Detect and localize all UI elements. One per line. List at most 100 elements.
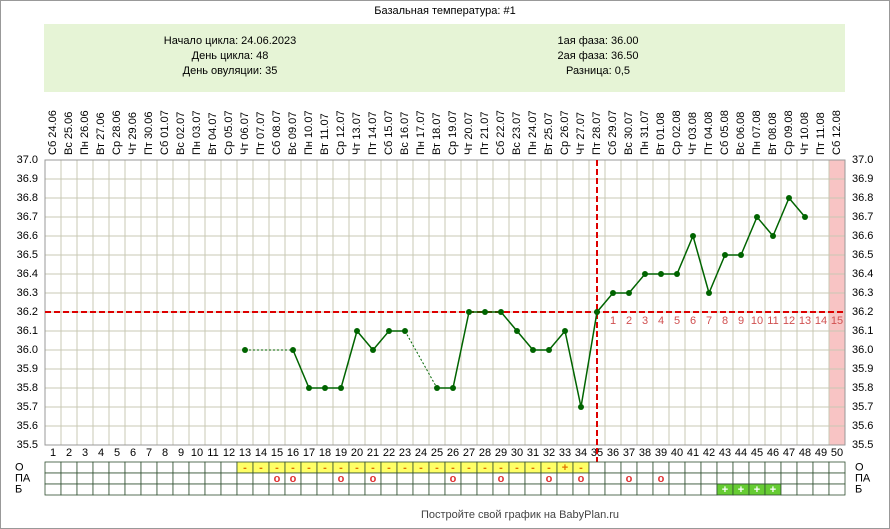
post-ovulation-day: 5: [674, 315, 680, 327]
marker-cell: [156, 461, 174, 474]
marker-cell: [316, 472, 334, 485]
marker-cell: [412, 483, 430, 496]
marker-cell: [828, 483, 846, 496]
marker-cell: [188, 472, 206, 485]
post-ovulation-day: 2: [626, 315, 632, 327]
temperature-point: [242, 347, 248, 353]
marker-cell: [652, 483, 670, 496]
marker-symbol: -: [515, 462, 519, 474]
y-tick-label: 36.1: [17, 325, 38, 337]
y-tick-label: 35.8: [852, 382, 873, 394]
temperature-point: [706, 290, 712, 296]
marker-symbol: o: [498, 473, 505, 485]
x-date-label: Вт 11.07: [319, 113, 331, 155]
marker-cell: [108, 472, 126, 485]
day-number: 34: [575, 447, 587, 459]
x-date-label: Пт 30.06: [143, 111, 155, 155]
marker-cell: [396, 483, 414, 496]
day-number: 21: [367, 447, 379, 459]
day-number: 6: [130, 447, 136, 459]
y-tick-label: 36.6: [852, 230, 873, 242]
marker-symbol: o: [626, 473, 633, 485]
temperature-point: [594, 309, 600, 315]
info-text: День овуляции: 35: [183, 65, 278, 77]
y-tick-label: 36.2: [852, 306, 873, 318]
marker-symbol: -: [371, 462, 375, 474]
x-date-label: Чт 10.08: [799, 112, 811, 155]
info-text: 2ая фаза: 36.50: [557, 50, 638, 62]
day-number: 12: [223, 447, 235, 459]
x-date-label: Вс 25.06: [63, 112, 75, 155]
marker-symbol: o: [290, 473, 297, 485]
day-number: 28: [479, 447, 491, 459]
marker-cell: [204, 483, 222, 496]
marker-cell: [332, 483, 350, 496]
marker-symbol: -: [435, 462, 439, 474]
y-tick-label: 35.6: [852, 420, 873, 432]
marker-symbol: o: [578, 473, 585, 485]
marker-cell: [92, 461, 110, 474]
day-number: 2: [66, 447, 72, 459]
temperature-point: [562, 328, 568, 334]
day-number: 24: [415, 447, 427, 459]
x-date-label: Ср 05.07: [223, 110, 235, 155]
marker-cell: [780, 483, 798, 496]
post-ovulation-day: 11: [767, 315, 778, 327]
day-number: 19: [335, 447, 347, 459]
day-number: 43: [719, 447, 731, 459]
marker-cell: [812, 461, 830, 474]
marker-cell: [204, 461, 222, 474]
y-tick-label: 35.5: [17, 439, 38, 451]
marker-cell: [140, 483, 158, 496]
post-ovulation-day: 9: [738, 315, 744, 327]
day-number: 8: [162, 447, 168, 459]
marker-cell: [156, 483, 174, 496]
x-date-label: Чт 29.06: [127, 112, 139, 155]
x-date-label: Пн 03.07: [191, 110, 203, 155]
marker-symbol: o: [450, 473, 457, 485]
temperature-point: [610, 290, 616, 296]
marker-cell: [172, 472, 190, 485]
marker-cell: [236, 483, 254, 496]
x-date-label: Вт 27.06: [95, 112, 107, 155]
marker-cell: [300, 483, 318, 496]
x-date-label: Чт 13.07: [351, 112, 363, 155]
marker-cell: [108, 483, 126, 496]
marker-cell: [428, 472, 446, 485]
marker-cell: [172, 483, 190, 496]
marker-cell: [764, 461, 782, 474]
temperature-point: [802, 214, 808, 220]
info-text: Разница: 0,5: [566, 65, 630, 77]
marker-cell: [364, 483, 382, 496]
plot-border: [44, 159, 846, 446]
temperature-point: [354, 328, 360, 334]
row-label: ПА: [15, 472, 31, 484]
marker-cell: [540, 483, 558, 496]
x-date-label: Пн 17.07: [415, 110, 427, 155]
temperature-point: [546, 347, 552, 353]
info-text: Начало цикла: 24.06.2023: [164, 35, 296, 47]
marker-cell: [732, 461, 750, 474]
x-date-label: Вс 16.07: [399, 112, 411, 155]
day-number: 47: [783, 447, 795, 459]
info-text: День цикла: 48: [192, 50, 269, 62]
x-date-label: Вс 23.07: [511, 112, 523, 155]
marker-cell: [76, 472, 94, 485]
marker-symbol: o: [338, 473, 345, 485]
day-number: 27: [463, 447, 475, 459]
marker-cell: [60, 483, 78, 496]
marker-cell: [588, 472, 606, 485]
day-number: 25: [431, 447, 443, 459]
marker-cell: [524, 472, 542, 485]
day-number: 42: [703, 447, 715, 459]
marker-cell: [636, 461, 654, 474]
day-number: 50: [831, 447, 843, 459]
temperature-point: [466, 309, 472, 315]
post-ovulation-day: 14: [815, 315, 827, 327]
y-tick-label: 36.5: [852, 249, 873, 261]
marker-cell: [764, 472, 782, 485]
marker-cell: [236, 472, 254, 485]
temperature-point: [770, 233, 776, 239]
marker-symbol: -: [531, 462, 535, 474]
temperature-point: [722, 252, 728, 258]
